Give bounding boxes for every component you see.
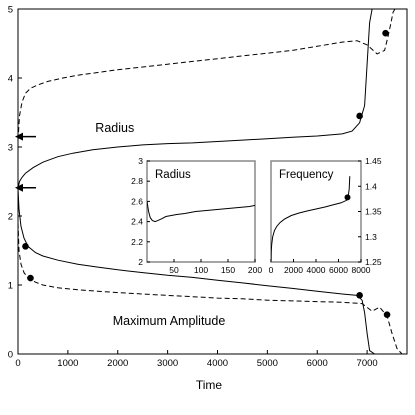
- inset-x-tick-label: 100: [194, 265, 208, 275]
- x-tick-label: 7000: [357, 358, 378, 369]
- x-tick-label: 0: [15, 358, 20, 369]
- series-line-1: [18, 9, 396, 141]
- inset-marker-0: [344, 194, 351, 201]
- arrow-head: [14, 132, 23, 141]
- inset-frame: [270, 160, 362, 263]
- inset-series-group: [271, 176, 351, 262]
- inset-y-tick-label: 2.4: [131, 217, 143, 227]
- inset-x-tick-label: 4000: [307, 265, 326, 275]
- inset-x-tick-label: 0: [269, 265, 274, 275]
- series-line-0: [18, 9, 375, 189]
- data-marker-1: [382, 29, 389, 37]
- inset-x-tick-label: 150: [221, 265, 235, 275]
- data-marker-5: [383, 311, 391, 318]
- annotation-0: Radius: [95, 121, 134, 135]
- arrow-0: [14, 132, 36, 141]
- inset-y-tick-label: 2.2: [131, 237, 143, 247]
- inset-y-tick-label: 2.6: [131, 196, 143, 206]
- x-axis-title: Time: [196, 378, 223, 392]
- plot-frame: [17, 8, 408, 355]
- x-tick-label: 3000: [157, 358, 178, 369]
- inset-title: Radius: [155, 169, 191, 181]
- x-tick-label: 5000: [257, 358, 278, 369]
- inset-y-tick-label: 1.3: [365, 232, 377, 242]
- inset-x-tick-label: 200: [248, 265, 262, 275]
- inset-y-tick-label: 2.8: [131, 176, 143, 186]
- y-tick-label: 5: [8, 5, 13, 16]
- data-marker-3: [27, 274, 34, 282]
- inset-y-tick-label: 2: [138, 257, 143, 267]
- data-marker-2: [22, 243, 29, 250]
- inset-y-tick-label: 1.45: [365, 156, 382, 166]
- data-marker-0: [356, 112, 363, 120]
- y-tick-label: 2: [8, 212, 13, 223]
- annotation-1: Maximum Amplitude: [113, 314, 226, 328]
- x-tick-label: 6000: [307, 358, 328, 369]
- inset-x-tick-label: 8000: [352, 265, 371, 275]
- inset-x-tick-label: 2000: [284, 265, 303, 275]
- x-tick-label: 1000: [57, 358, 78, 369]
- inset-x-tick-label: 6000: [329, 265, 348, 275]
- inset-y-tick-label: 1.4: [365, 181, 377, 191]
- inset-series-group: [147, 201, 255, 223]
- inset-0: 50 100 150 200 2 2.2 2.4 2.6 2.8 3 Radius: [131, 156, 262, 275]
- arrow-head: [14, 183, 23, 192]
- inset-series-line-0: [271, 176, 351, 262]
- inset-x-tick-label: 50: [169, 265, 179, 275]
- inset-y-tick-label: 3: [138, 156, 143, 166]
- series-line-2: [18, 188, 375, 354]
- inset-series-line-0: [147, 201, 255, 223]
- data-marker-4: [356, 292, 363, 299]
- inset-y-tick-label: 1.35: [365, 207, 382, 217]
- arrow-1: [14, 183, 36, 192]
- x-tick-label: 4000: [207, 358, 228, 369]
- y-tick-label: 0: [8, 350, 13, 361]
- inset-y-tick-label: 1.25: [365, 257, 382, 267]
- inset-title: Frequency: [279, 169, 334, 181]
- y-tick-label: 3: [8, 143, 13, 154]
- main-plot: 0 1000 2000 3000 4000 5000 6000 7000012345Radiu…: [8, 5, 408, 369]
- y-tick-label: 4: [8, 74, 13, 85]
- x-tick-label: 2000: [107, 358, 128, 369]
- y-tick-label: 1: [8, 281, 13, 292]
